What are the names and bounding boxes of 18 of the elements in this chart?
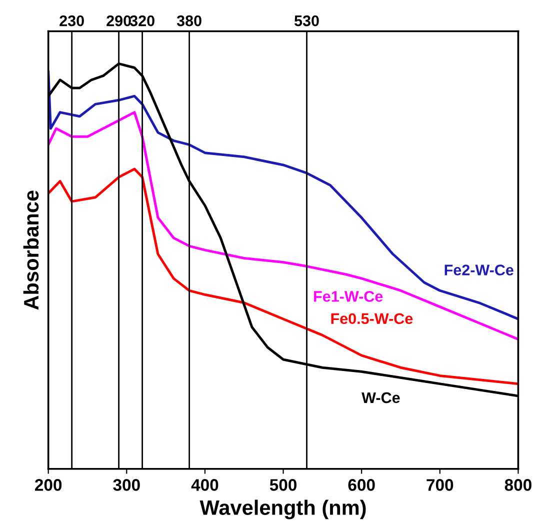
ref-line-label: 290	[106, 15, 131, 26]
x-axis-title: Wavelength (nm)	[200, 500, 366, 520]
x-tick-label: 200	[35, 479, 62, 491]
series-label: Fe1-W-Ce	[314, 291, 383, 302]
ref-line-label: 230	[60, 15, 84, 26]
x-tick-label: 700	[426, 479, 454, 491]
x-tick-label: 800	[504, 479, 532, 491]
y-axis-title: Absorbance	[23, 190, 39, 310]
x-tick-label: 300	[113, 479, 140, 491]
x-tick-label: 500	[270, 479, 296, 491]
x-tick-label: 600	[348, 479, 375, 491]
ref-line-label: 320	[130, 15, 154, 26]
x-tick-label: 400	[191, 479, 218, 491]
series-label: Fe2-W-Ce	[444, 264, 514, 276]
ref-line-label: 380	[176, 15, 202, 26]
series-label: Fe0.5-W-Ce	[331, 313, 413, 324]
ref-line-label: 530	[294, 15, 319, 26]
series-label: W-Ce	[362, 392, 400, 404]
